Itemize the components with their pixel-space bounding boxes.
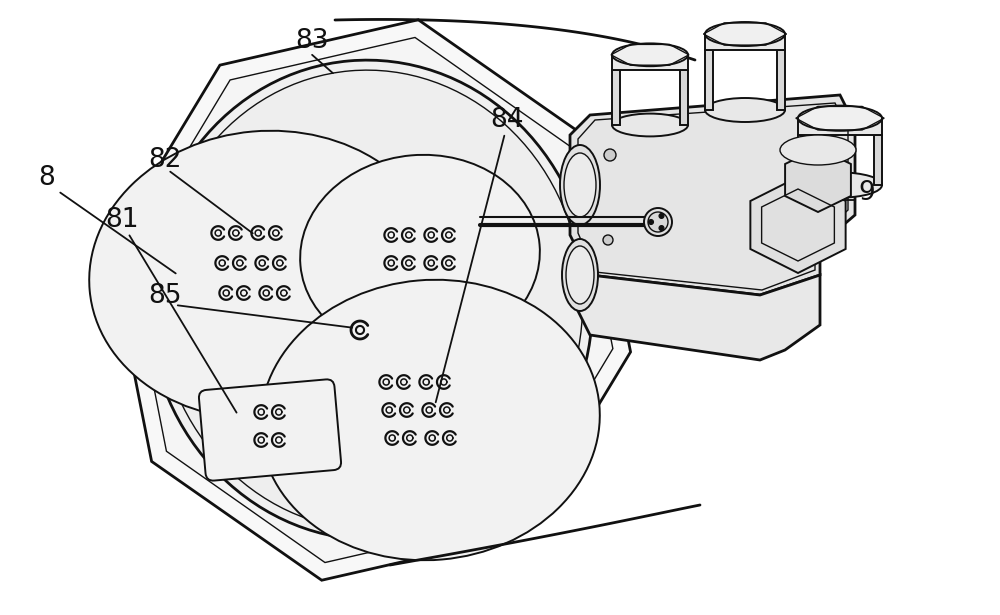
Polygon shape: [612, 70, 620, 125]
Polygon shape: [785, 148, 851, 212]
Ellipse shape: [612, 114, 688, 137]
Ellipse shape: [780, 135, 856, 165]
Polygon shape: [570, 95, 855, 295]
Text: 81: 81: [105, 207, 139, 233]
Ellipse shape: [157, 70, 583, 530]
Circle shape: [603, 235, 613, 245]
Ellipse shape: [648, 212, 668, 232]
Ellipse shape: [564, 153, 596, 217]
Ellipse shape: [566, 246, 594, 304]
Text: 82: 82: [148, 147, 182, 173]
Circle shape: [648, 220, 654, 224]
Ellipse shape: [562, 239, 598, 311]
Ellipse shape: [644, 208, 672, 236]
Ellipse shape: [147, 60, 593, 540]
Ellipse shape: [798, 172, 882, 197]
Polygon shape: [575, 275, 820, 360]
Polygon shape: [612, 55, 688, 70]
Polygon shape: [798, 135, 806, 185]
Circle shape: [604, 149, 616, 161]
Circle shape: [659, 226, 664, 231]
Ellipse shape: [612, 44, 688, 66]
Text: 85: 85: [148, 283, 182, 309]
Polygon shape: [680, 70, 688, 125]
Ellipse shape: [798, 106, 882, 131]
Text: 9: 9: [858, 180, 875, 206]
Ellipse shape: [89, 131, 441, 419]
FancyBboxPatch shape: [199, 379, 341, 480]
Ellipse shape: [705, 22, 785, 46]
Polygon shape: [109, 20, 631, 580]
Ellipse shape: [705, 98, 785, 122]
Polygon shape: [127, 38, 613, 563]
Polygon shape: [798, 118, 882, 135]
Text: 8: 8: [38, 165, 55, 191]
Polygon shape: [705, 50, 713, 110]
Polygon shape: [705, 34, 785, 50]
Text: 84: 84: [490, 107, 524, 133]
Polygon shape: [874, 135, 882, 185]
Text: 83: 83: [295, 28, 329, 54]
Circle shape: [659, 213, 664, 218]
Ellipse shape: [260, 280, 600, 560]
Polygon shape: [777, 50, 785, 110]
Ellipse shape: [560, 145, 600, 225]
Polygon shape: [750, 177, 846, 273]
Ellipse shape: [300, 155, 540, 355]
